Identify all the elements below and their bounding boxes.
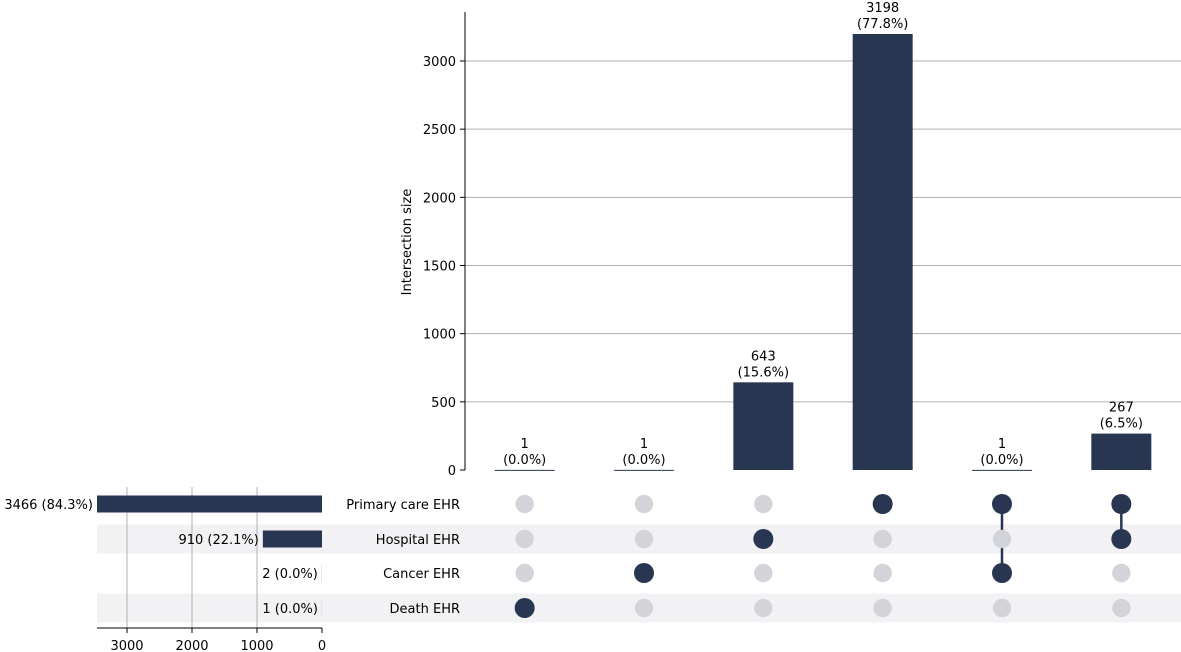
intersection-percent-label: (15.6%): [738, 365, 789, 380]
intersection-percent-label: (6.5%): [1100, 417, 1143, 432]
matrix-dot-inactive: [515, 529, 534, 549]
matrix-dot-inactive: [992, 598, 1012, 618]
matrix-dot-inactive: [873, 598, 892, 618]
membership-matrix: [514, 494, 1132, 618]
intersection-percent-label: (0.0%): [503, 453, 546, 468]
matrix-dot-active: [634, 563, 654, 583]
intersection-gridlines: [465, 60, 1181, 403]
intersection-count-label: 643: [751, 349, 776, 364]
set-size-labels: 3466 (84.3%) 910 (22.1%) 2 (0.0%) 1 (0.0%): [4, 498, 318, 617]
set-size-bar: [97, 495, 322, 513]
matrix-dot-inactive: [1112, 598, 1131, 618]
y-tick-label: 500: [431, 396, 456, 411]
set-size-tick-label: 3000: [110, 639, 143, 652]
set-size-tick-label: 2000: [175, 639, 208, 652]
intersection-count-label: 267: [1109, 401, 1134, 416]
matrix-dot-inactive: [754, 598, 773, 618]
intersection-bar: [614, 469, 674, 471]
intersection-bar: [1091, 433, 1152, 470]
y-axis-label: Intersection size: [400, 189, 415, 296]
intersection-bar: [852, 34, 913, 470]
intersection-percent-label: (0.0%): [622, 453, 665, 468]
set-name-label: Primary care EHR: [346, 498, 460, 513]
set-size-label: 3466 (84.3%): [4, 498, 93, 513]
set-size-tick-label: 1000: [240, 639, 273, 652]
intersection-count-label: 1: [640, 437, 648, 452]
matrix-dot-active: [872, 494, 893, 514]
set-name-label: Cancer EHR: [383, 567, 460, 582]
intersection-bar-labels: 1(0.0%)1(0.0%)643(15.6%)3198(77.8%)1(0.0…: [503, 1, 1143, 468]
intersection-count-label: 1: [521, 437, 529, 452]
set-name-label: Death EHR: [390, 602, 460, 617]
matrix-dot-inactive: [754, 494, 773, 514]
set-size-label: 1 (0.0%): [262, 602, 318, 617]
matrix-dot-inactive: [634, 598, 654, 618]
intersection-bar: [972, 469, 1032, 471]
set-name-labels: Primary care EHR Hospital EHR Cancer EHR De…: [346, 498, 460, 617]
matrix-dot-inactive: [634, 494, 654, 514]
intersection-percent-label: (77.8%): [857, 17, 908, 32]
set-size-x-axis: 3000 2000 1000 0: [97, 627, 326, 652]
set-size-tick-label: 0: [318, 639, 326, 652]
matrix-dot-active: [1111, 494, 1132, 514]
set-size-bars: [97, 495, 322, 617]
matrix-dot-inactive: [1112, 563, 1131, 583]
matrix-dot-inactive: [754, 563, 773, 583]
y-tick-label: 3000: [423, 55, 456, 70]
matrix-dot-inactive: [992, 529, 1012, 549]
matrix-dot-inactive: [634, 529, 654, 549]
set-size-bar: [262, 530, 322, 548]
intersection-percent-label: (0.0%): [980, 453, 1023, 468]
matrix-dot-inactive: [873, 529, 892, 549]
matrix-dot-active: [992, 494, 1012, 514]
y-tick-label: 2000: [423, 191, 456, 206]
matrix-dot-inactive: [515, 563, 534, 583]
matrix-dot-active: [1111, 529, 1132, 549]
intersection-bar: [733, 382, 794, 470]
y-tick-label: 0: [448, 464, 456, 479]
intersection-y-axis: 0 500 1000 1500 2000 2500 3000: [423, 12, 466, 479]
y-tick-label: 2500: [423, 123, 456, 138]
set-size-label: 2 (0.0%): [262, 567, 318, 582]
y-tick-label: 1000: [423, 328, 456, 343]
matrix-dot-active: [753, 529, 774, 549]
matrix-dot-active: [514, 598, 535, 618]
set-name-label: Hospital EHR: [376, 533, 460, 548]
matrix-dot-inactive: [873, 563, 892, 583]
intersection-count-label: 1: [998, 437, 1006, 452]
set-size-label: 910 (22.1%): [178, 533, 258, 548]
matrix-dot-active: [992, 563, 1012, 583]
intersection-bar: [494, 469, 555, 471]
matrix-dot-inactive: [515, 494, 534, 514]
y-tick-label: 1500: [423, 260, 456, 275]
intersection-count-label: 3198: [866, 1, 899, 16]
intersection-bars: [494, 34, 1152, 471]
